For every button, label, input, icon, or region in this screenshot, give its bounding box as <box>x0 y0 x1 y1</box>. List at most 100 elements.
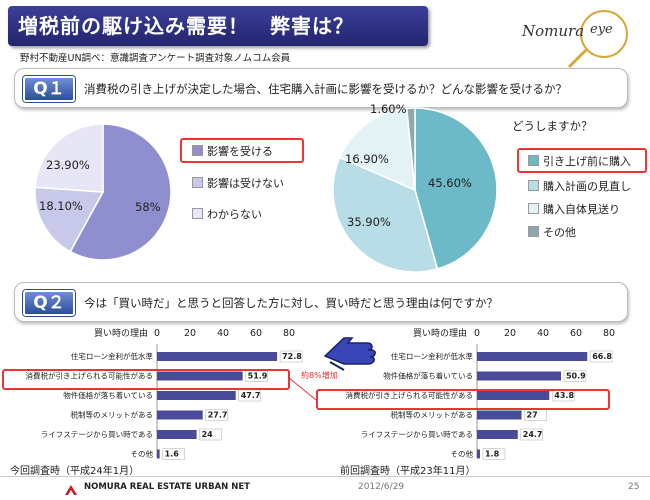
bar-left-axis-title: 買い時の理由 <box>94 327 148 339</box>
pie1-slice-2 <box>34 123 104 193</box>
bar-category-label: 消費税が引き上げられる可能性がある <box>26 371 154 381</box>
legend-swatch <box>192 208 203 219</box>
pie2-slice-1 <box>332 156 439 273</box>
bar-value-box <box>520 428 544 441</box>
bar <box>477 430 518 439</box>
nomura-eye-logo: Nomura eye <box>522 8 632 70</box>
q2-question-text: 今は「買い時だ」と思うと回答した方に対し、買い時だと思う理由は何ですか？ <box>84 296 498 310</box>
current-survey-label: 今回調査時（平成24年1月） <box>10 466 140 477</box>
company-logo-icon <box>64 481 78 495</box>
axis-tick-label: 80 <box>603 328 615 339</box>
bar-category-label: 消費税が引き上げられる可能性がある <box>346 390 474 400</box>
q1-question-text: 消費税の引き上げが決定した場合、住宅購入計画に影響を受けるか？どんな影響を受ける… <box>84 82 567 96</box>
pie1-slice-1 <box>34 186 105 253</box>
bar <box>477 410 522 420</box>
legend-item-postpone: 購入自体見送り <box>528 201 620 217</box>
bar <box>157 352 278 361</box>
bar <box>477 391 550 400</box>
logo-eye-text: eye <box>590 22 613 37</box>
bar-value-label: 72.8 <box>282 352 302 361</box>
bar-value-box <box>205 409 229 421</box>
bar-value-box <box>238 389 262 402</box>
highlight-consumption-tax-previous <box>316 389 610 410</box>
bar <box>157 449 160 459</box>
bar-value-label: 50.9 <box>566 372 586 381</box>
pie2-label-buy-before: 45.60% <box>428 176 472 190</box>
q1-subquestion: どうしますか？ <box>512 119 593 133</box>
bar-value-label: 24 <box>202 430 214 439</box>
bar-value-label: 27.7 <box>208 411 228 420</box>
source-note: 野村不動産UN調べ：意識調査アンケート調査対象ノムコム会員 <box>20 53 291 64</box>
bar-category-label: ライフステージから買い時である <box>361 430 473 439</box>
axis-tick-label: 60 <box>250 328 262 339</box>
legend-item-buy-before: 引き上げ前に購入 <box>528 153 631 169</box>
bar <box>157 371 243 381</box>
bar-chart-previous: 買い時の理由 0 20 40 60 80 住宅ローン金利が低水準 66.8 物件価格が落ち着… <box>346 327 615 460</box>
bar-category-label: その他 <box>451 449 474 459</box>
pie2-slice-3 <box>405 107 416 191</box>
legend-item-review-plan: 購入計画の見直し <box>528 178 631 194</box>
pie1-label-not-affected: 18.10% <box>39 199 83 213</box>
pie2-slice-2 <box>338 107 416 192</box>
legend-swatch <box>528 226 539 237</box>
q2-badge: Q２ <box>23 290 75 316</box>
pie-chart-action: 45.60% 35.90% 16.90% 1.60% <box>332 102 498 273</box>
pie2-label-postpone: 16.90% <box>345 152 389 166</box>
pie2-label-review-plan: 35.90% <box>347 215 391 229</box>
axis-tick-label: 0 <box>474 328 480 339</box>
bar-category-label: 税制等のメリットがある <box>71 410 154 420</box>
slide-title: 増税前の駆け込み需要！ 弊害は？ <box>18 14 354 38</box>
footer-divider <box>0 476 650 477</box>
q1-badge: Q１ <box>23 76 75 102</box>
axis-tick-label: 40 <box>537 328 549 339</box>
bar-value-label: 24.7 <box>523 430 543 439</box>
logo-brand-text: Nomura <box>522 22 585 40</box>
bar-chart-current: 買い時の理由 0 20 40 60 80 住宅ローン金利が低水準 72.8 消費税が引き上げ… <box>26 327 303 460</box>
page-number: 25 <box>628 482 640 492</box>
title-bar <box>8 6 428 46</box>
bar-category-label: 住宅ローン金利が低水準 <box>71 351 154 361</box>
bar-value-label: 43.8 <box>554 391 574 400</box>
axis-tick-label: 0 <box>154 328 160 339</box>
bar-category-label: ライフステージから買い時である <box>41 430 153 439</box>
bar-value-label: 51.9 <box>248 372 268 381</box>
bar-category-label: 税制等のメリットがある <box>391 410 474 420</box>
legend-highlight-affected <box>180 138 304 163</box>
legend-highlight-buy-before <box>517 148 647 173</box>
axis-tick-label: 60 <box>570 328 582 339</box>
legend-item-affected: 影響を受ける <box>192 143 273 159</box>
legend-label: 影響は受けない <box>207 177 284 190</box>
legend-label: わからない <box>207 208 262 221</box>
pie1-slice-0 <box>69 123 172 261</box>
bar <box>157 410 203 420</box>
bar-value-box <box>589 350 613 363</box>
legend-label: 購入自体見送り <box>543 203 620 216</box>
bar <box>477 371 561 381</box>
bar <box>157 430 197 439</box>
annotation-connector <box>287 376 317 401</box>
magnifier-handle-icon <box>567 48 588 69</box>
legend-label: 影響を受ける <box>207 145 273 158</box>
legend-swatch <box>192 177 203 188</box>
pie-chart-impact: 58% 18.10% 23.90% <box>34 123 172 261</box>
bar <box>477 352 588 361</box>
pie1-label-affected: 58% <box>135 200 161 214</box>
bar-value-label: 1.8 <box>485 450 500 459</box>
bar-category-label: 住宅ローン金利が低水準 <box>391 351 474 361</box>
axis-tick-label: 40 <box>217 328 229 339</box>
bar-category-label: 物件価格が落ち着いている <box>63 390 153 400</box>
footer-date: 2012/6/29 <box>358 482 405 492</box>
legend-swatch <box>528 180 539 191</box>
legend-swatch <box>192 145 203 156</box>
legend-swatch <box>528 203 539 214</box>
pie1-label-unknown: 23.90% <box>46 158 90 172</box>
pie2-slice-0 <box>414 107 498 270</box>
bar-value-box <box>279 350 303 363</box>
bar-category-label: その他 <box>131 449 154 459</box>
q2-question-box <box>14 282 628 322</box>
q1-question-box <box>14 68 628 108</box>
legend-item-unknown: わからない <box>192 206 262 222</box>
increase-annotation: 約8%増加 <box>301 371 338 380</box>
highlight-consumption-tax-current <box>2 369 290 390</box>
pie2-label-other: 1.60% <box>370 102 407 116</box>
